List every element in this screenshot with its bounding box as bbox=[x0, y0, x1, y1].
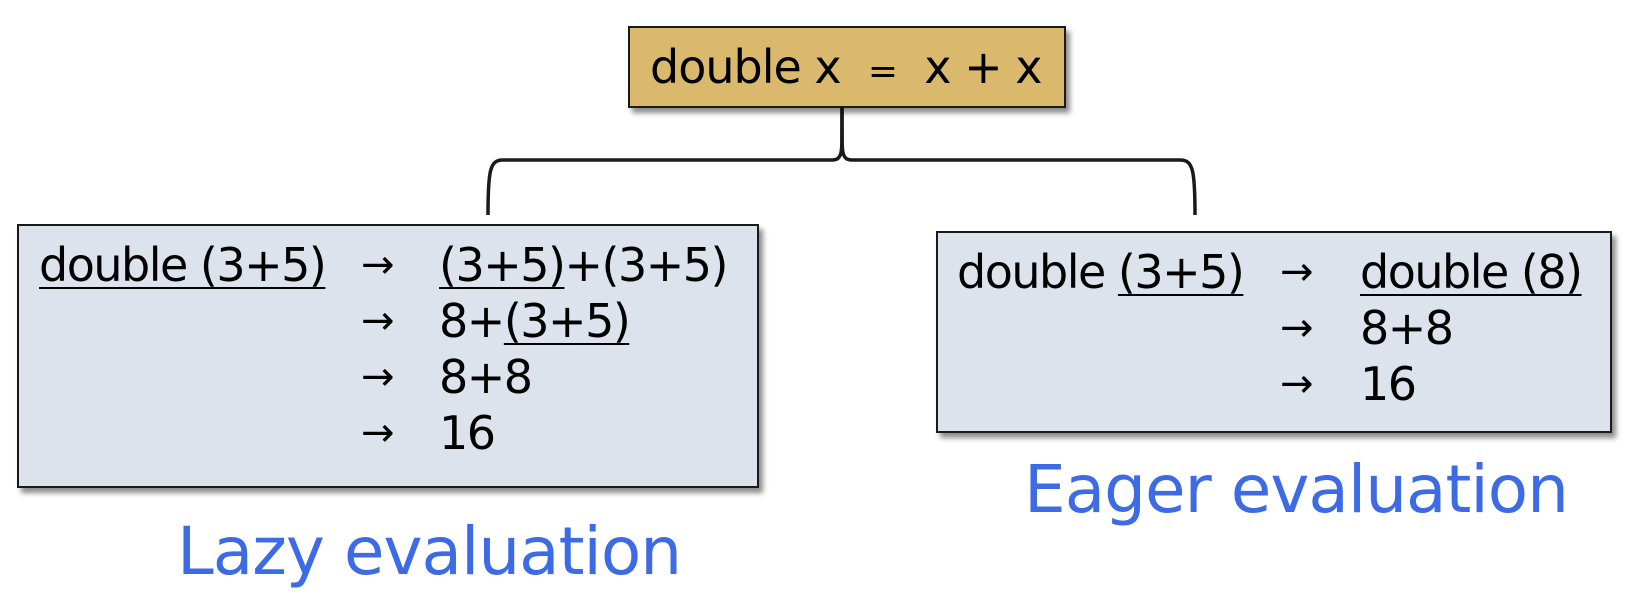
eager-step-3: 16 bbox=[1360, 357, 1417, 411]
eager-step-1: double (8) bbox=[1360, 245, 1583, 299]
eager-step-3-arrow: → bbox=[1280, 361, 1314, 407]
definition-formula: double x = x + x bbox=[650, 40, 1043, 99]
eager-start-redex: (3+5) bbox=[1117, 245, 1245, 299]
eager-step-1-arrow: → bbox=[1280, 249, 1314, 295]
lazy-step-4-arrow: → bbox=[361, 410, 395, 456]
lazy-evaluation-caption: Lazy evaluation bbox=[177, 513, 682, 590]
eager-start-prefix: double bbox=[957, 245, 1118, 299]
lazy-step-3-arrow: → bbox=[361, 354, 395, 400]
lazy-step-2-redex: (3+5) bbox=[503, 294, 631, 348]
eager-evaluation-box: double (3+5) → double (8) → 8+8 → 16 bbox=[936, 231, 1612, 433]
lazy-step-2-arrow: → bbox=[361, 298, 395, 344]
lazy-evaluation-box: double (3+5) → (3+5)+(3+5) → 8+(3+5) → 8… bbox=[17, 224, 759, 488]
definition-eq: = bbox=[867, 51, 898, 92]
lazy-step-1-redex: (3+5) bbox=[439, 238, 566, 292]
lazy-start-expression: double (3+5) bbox=[39, 238, 327, 292]
definition-rhs: x + x bbox=[924, 40, 1042, 94]
definition-lhs: double x bbox=[650, 40, 842, 94]
eager-step-2: 8+8 bbox=[1360, 301, 1454, 355]
eager-evaluation-caption: Eager evaluation bbox=[1024, 451, 1569, 528]
lazy-step-1-rest: +(3+5) bbox=[564, 238, 728, 292]
lazy-step-2-prefix: 8+ bbox=[439, 294, 505, 348]
eager-step-2-arrow: → bbox=[1280, 305, 1314, 351]
lazy-step-3: 8+8 bbox=[439, 350, 533, 404]
lazy-step-1-arrow: → bbox=[361, 242, 395, 288]
lazy-step-4: 16 bbox=[439, 406, 496, 460]
lazy-step-1: (3+5)+(3+5) bbox=[439, 238, 728, 292]
lazy-step-2: 8+(3+5) bbox=[439, 294, 631, 348]
definition-box: double x = x + x bbox=[628, 26, 1066, 108]
eager-start-expression: double (3+5) bbox=[957, 245, 1245, 299]
